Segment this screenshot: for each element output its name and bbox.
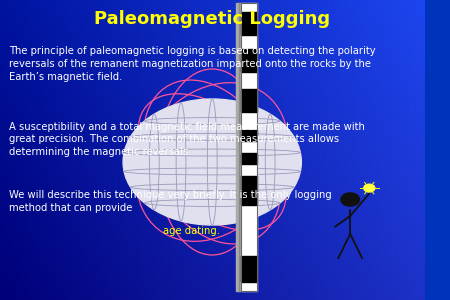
Text: The principle of paleomagnetic logging is based on detecting the polarity
revers: The principle of paleomagnetic logging i…	[9, 46, 376, 82]
Text: age dating.: age dating.	[163, 226, 220, 236]
Circle shape	[364, 184, 375, 192]
Text: Paleomagnetic Logging: Paleomagnetic Logging	[94, 11, 330, 28]
Bar	[241, 3, 257, 291]
Bar	[241, 130, 257, 141]
Circle shape	[123, 99, 302, 225]
Text: We will describe this technique very briefly. It is the only logging
method that: We will describe this technique very bri…	[9, 190, 332, 213]
Bar	[241, 3, 257, 291]
Bar	[236, 3, 240, 291]
Bar	[238, 3, 240, 291]
Text: method that can provide: method that can provide	[9, 226, 136, 236]
Bar	[241, 256, 257, 282]
Bar	[241, 153, 257, 164]
Bar	[241, 176, 257, 205]
Circle shape	[341, 193, 360, 206]
Text: A susceptibility and a total magnetic field measurement are made with
great prec: A susceptibility and a total magnetic fi…	[9, 122, 365, 157]
Bar	[241, 12, 257, 35]
Bar	[241, 49, 257, 72]
Bar	[241, 89, 257, 112]
